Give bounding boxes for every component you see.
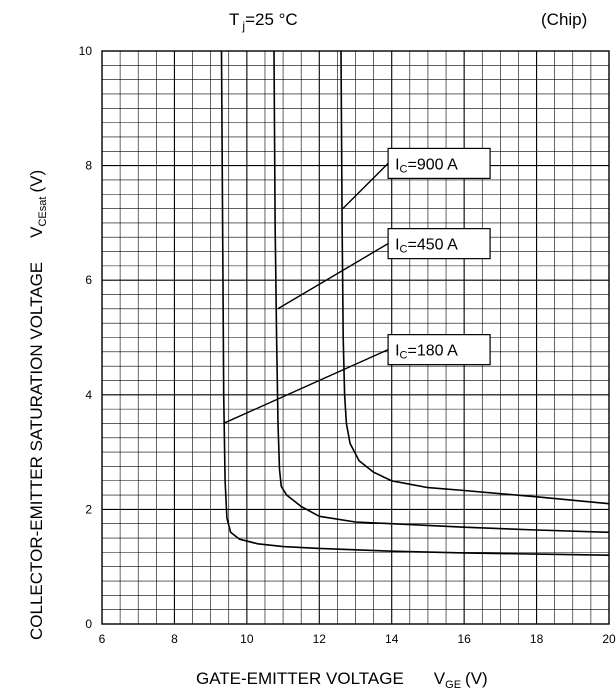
grid — [102, 51, 609, 624]
series-label-leader — [277, 243, 389, 310]
tick-labels: 6 8 10 12 14 16 18 20 0 2 4 6 8 10 — [79, 44, 616, 646]
y-tick-label: 2 — [85, 502, 92, 516]
x-tick-label: 20 — [602, 632, 616, 646]
x-tick-label: 16 — [457, 632, 471, 646]
series-labels: IC=180 A IC=450 A IC=900 A — [223, 147, 491, 425]
series-label: IC=900 A — [395, 156, 458, 175]
x-tick-label: 10 — [240, 632, 254, 646]
series-label-leader — [223, 348, 389, 425]
series-label: IC=180 A — [395, 343, 458, 362]
x-tick-label: 12 — [313, 632, 327, 646]
x-tick-label: 14 — [385, 632, 399, 646]
series-label: IC=450 A — [395, 237, 458, 256]
y-tick-label: 0 — [85, 617, 92, 631]
series-curve — [340, 50, 610, 505]
series-curve — [273, 50, 610, 534]
y-tick-label: 10 — [79, 44, 93, 58]
x-tick-label: 18 — [530, 632, 544, 646]
x-tick-label: 8 — [171, 632, 178, 646]
series-label-box — [387, 228, 491, 260]
y-tick-label: 8 — [85, 159, 92, 173]
y-tick-label: 6 — [85, 273, 92, 287]
series-curve — [220, 50, 610, 556]
series-label-box — [387, 334, 491, 366]
curves — [220, 50, 610, 556]
chip-annotation: (Chip) — [541, 10, 587, 29]
series-label-box — [387, 147, 491, 180]
series-label-leader — [342, 162, 389, 210]
x-axis-label: GATE-EMITTER VOLTAGE VGE (V) — [196, 669, 488, 691]
y-axis-label: COLLECTOR-EMITTER SATURATION VOLTAGEVCEs… — [27, 170, 49, 640]
plot-frame — [101, 50, 610, 625]
x-tick-label: 6 — [99, 632, 106, 646]
y-tick-label: 4 — [85, 388, 92, 402]
